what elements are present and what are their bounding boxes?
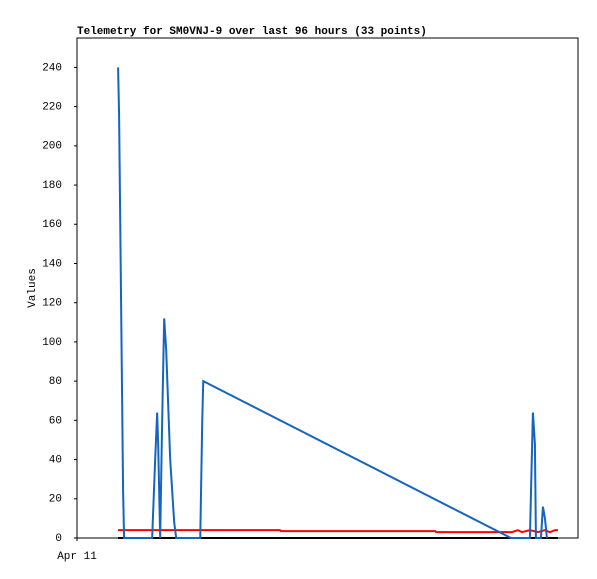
y-tick-label: 80 — [49, 376, 62, 388]
series-line — [117, 67, 548, 539]
y-tick-label: 160 — [42, 219, 62, 231]
y-tick-label: 120 — [42, 298, 62, 310]
y-tick-label: 0 — [55, 533, 62, 545]
y-tick-label: 200 — [42, 141, 62, 153]
y-tick-label: 220 — [42, 102, 62, 114]
y-tick-label: 60 — [49, 415, 62, 427]
y-tick-label: 140 — [42, 258, 62, 270]
y-tick-label: 100 — [42, 337, 62, 349]
chart-title: Telemetry for SM0VNJ-9 over last 96 hour… — [77, 26, 427, 38]
x-tick-label: Apr 11 — [57, 551, 97, 563]
series-line — [118, 529, 558, 534]
y-tick-label: 20 — [49, 494, 62, 506]
y-axis-label: Values — [27, 268, 39, 308]
y-tick-label: 180 — [42, 180, 62, 192]
y-tick-label: 40 — [49, 454, 62, 466]
y-tick-label: 240 — [42, 62, 62, 74]
